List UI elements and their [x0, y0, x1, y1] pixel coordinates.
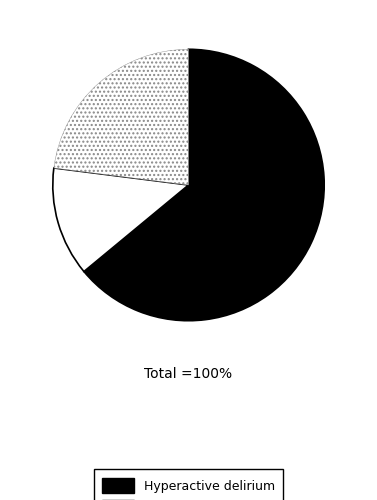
Wedge shape [53, 168, 188, 272]
Text: Total =100%: Total =100% [144, 368, 233, 382]
Wedge shape [54, 50, 188, 185]
Wedge shape [84, 50, 324, 320]
Legend: Hyperactive delirium, Hypoactive delirium, Mixed delirium: Hyperactive delirium, Hypoactive deliriu… [93, 470, 284, 500]
